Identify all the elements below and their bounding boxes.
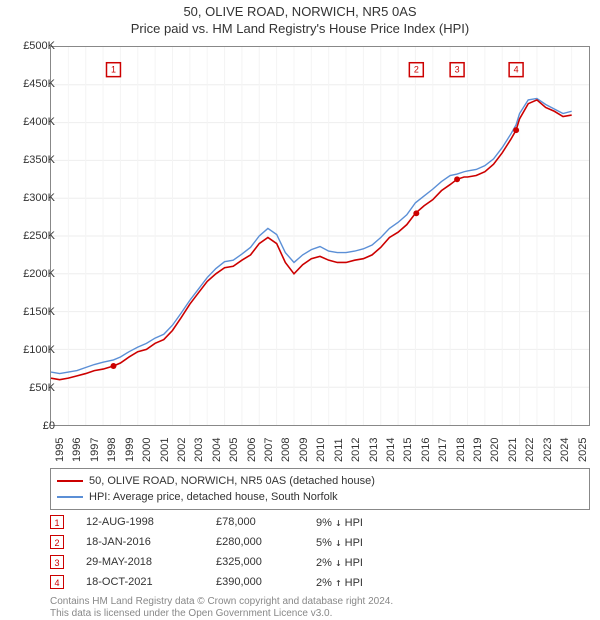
transaction-price: £390,000 <box>216 576 316 588</box>
table-row: 4 18-OCT-2021£390,0002% ↑ HPI <box>50 572 590 592</box>
transaction-diff: 9% ↓ HPI <box>316 516 396 529</box>
transaction-diff: 2% ↑ HPI <box>316 576 396 589</box>
y-tick-label: £450K <box>11 78 55 90</box>
legend-swatch <box>57 496 83 498</box>
chart-subtitle: Price paid vs. HM Land Registry's House … <box>0 19 600 42</box>
y-tick-label: £250K <box>11 230 55 242</box>
transaction-date: 18-OCT-2021 <box>86 576 216 588</box>
x-tick-label: 2015 <box>402 438 414 462</box>
svg-text:4: 4 <box>514 65 519 75</box>
x-tick-label: 2019 <box>472 438 484 462</box>
x-tick-label: 2016 <box>420 438 432 462</box>
table-row: 1 12-AUG-1998£78,0009% ↓ HPI <box>50 512 590 532</box>
table-row: 3 29-MAY-2018£325,0002% ↓ HPI <box>50 552 590 572</box>
legend-label: HPI: Average price, detached house, Sout… <box>89 491 338 503</box>
footer: Contains HM Land Registry data © Crown c… <box>50 596 393 620</box>
transaction-date: 12-AUG-1998 <box>86 516 216 528</box>
x-tick-label: 2001 <box>159 438 171 462</box>
transaction-date: 18-JAN-2016 <box>86 536 216 548</box>
svg-text:1: 1 <box>111 65 116 75</box>
y-tick-label: £200K <box>11 268 55 280</box>
x-tick-label: 2014 <box>385 438 397 462</box>
x-tick-label: 2010 <box>315 438 327 462</box>
marker-badge: 4 <box>50 575 64 589</box>
chart-title: 50, OLIVE ROAD, NORWICH, NR5 0AS <box>0 0 600 19</box>
x-tick-label: 2022 <box>524 438 536 462</box>
y-tick-label: £400K <box>11 116 55 128</box>
chart-container: 50, OLIVE ROAD, NORWICH, NR5 0AS Price p… <box>0 0 600 620</box>
x-tick-label: 2006 <box>246 438 258 462</box>
chart-plot-area: 1 2 3 4 <box>50 46 590 426</box>
transactions-table: 112-AUG-1998£78,0009% ↓ HPI218-JAN-2016£… <box>50 512 590 592</box>
x-tick-label: 2003 <box>193 438 205 462</box>
x-tick-label: 2008 <box>280 438 292 462</box>
y-tick-label: £500K <box>11 40 55 52</box>
transaction-price: £325,000 <box>216 556 316 568</box>
y-tick-label: £300K <box>11 192 55 204</box>
svg-text:3: 3 <box>455 65 460 75</box>
x-tick-label: 1996 <box>71 438 83 462</box>
x-tick-label: 2002 <box>176 438 188 462</box>
x-tick-label: 2018 <box>455 438 467 462</box>
footer-line-1: Contains HM Land Registry data © Crown c… <box>50 596 393 608</box>
x-tick-label: 2000 <box>141 438 153 462</box>
chart-svg: 1 2 3 4 <box>51 47 589 425</box>
y-tick-label: £0 <box>11 420 55 432</box>
x-tick-label: 1998 <box>106 438 118 462</box>
x-tick-label: 2013 <box>368 438 380 462</box>
legend-swatch <box>57 480 83 482</box>
legend-item: 50, OLIVE ROAD, NORWICH, NR5 0AS (detach… <box>57 473 583 489</box>
marker-badge: 3 <box>50 555 64 569</box>
legend: 50, OLIVE ROAD, NORWICH, NR5 0AS (detach… <box>50 468 590 510</box>
x-tick-label: 2005 <box>228 438 240 462</box>
legend-item: HPI: Average price, detached house, Sout… <box>57 489 583 505</box>
x-tick-label: 2024 <box>559 438 571 462</box>
transaction-price: £78,000 <box>216 516 316 528</box>
x-tick-label: 1999 <box>124 438 136 462</box>
y-tick-label: £350K <box>11 154 55 166</box>
marker-badge: 1 <box>50 515 64 529</box>
transaction-diff: 5% ↓ HPI <box>316 536 396 549</box>
y-tick-label: £150K <box>11 306 55 318</box>
marker-badge: 2 <box>50 535 64 549</box>
footer-line-2: This data is licensed under the Open Gov… <box>50 608 393 620</box>
x-tick-label: 2011 <box>333 438 345 462</box>
x-tick-label: 2025 <box>577 438 589 462</box>
x-tick-label: 2009 <box>298 438 310 462</box>
transaction-date: 29-MAY-2018 <box>86 556 216 568</box>
svg-text:2: 2 <box>414 65 419 75</box>
x-tick-label: 2020 <box>489 438 501 462</box>
x-tick-label: 2012 <box>350 438 362 462</box>
y-tick-label: £50K <box>11 382 55 394</box>
transaction-diff: 2% ↓ HPI <box>316 556 396 569</box>
x-tick-label: 1995 <box>54 438 66 462</box>
x-tick-label: 2021 <box>507 438 519 462</box>
transaction-price: £280,000 <box>216 536 316 548</box>
x-tick-label: 2004 <box>211 438 223 462</box>
x-tick-label: 2007 <box>263 438 275 462</box>
legend-label: 50, OLIVE ROAD, NORWICH, NR5 0AS (detach… <box>89 475 375 487</box>
table-row: 2 18-JAN-2016£280,0005% ↓ HPI <box>50 532 590 552</box>
x-tick-label: 1997 <box>89 438 101 462</box>
x-tick-label: 2023 <box>542 438 554 462</box>
y-tick-label: £100K <box>11 344 55 356</box>
x-tick-label: 2017 <box>437 438 449 462</box>
